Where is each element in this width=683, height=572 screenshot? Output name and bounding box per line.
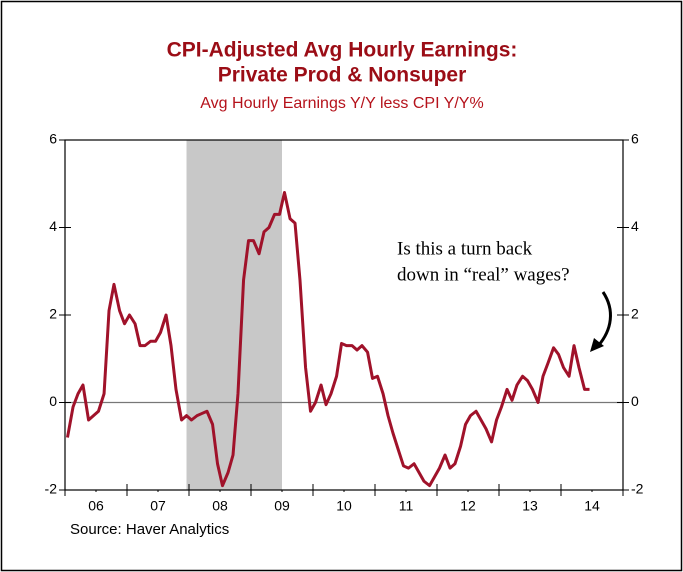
y2-tick-label: 0: [631, 393, 639, 409]
y-tick-label: 6: [49, 131, 57, 147]
x-tick-label: 10: [336, 498, 352, 514]
chart-title: CPI-Adjusted Avg Hourly Earnings:: [167, 39, 518, 62]
source: Source: Haver Analytics: [70, 521, 229, 538]
x-tick-label: 11: [399, 498, 414, 514]
chart-title: Private Prod & Nonsuper: [218, 64, 467, 87]
x-tick-label: 09: [274, 498, 290, 514]
annotation: down in “real” wages?: [397, 264, 570, 285]
x-tick-label: 14: [584, 498, 600, 514]
y2-tick-label: -2: [631, 481, 644, 497]
y-tick-label: 0: [49, 393, 57, 409]
y-tick-label: 4: [49, 218, 57, 234]
annotation-arrow: [596, 291, 612, 347]
x-tick-label: 12: [460, 498, 476, 514]
y2-tick-label: 6: [631, 131, 639, 147]
x-tick-label: 13: [522, 498, 538, 514]
y2-tick-label: 4: [631, 218, 639, 234]
y-tick-label: 2: [49, 306, 57, 322]
y2-tick-label: 2: [631, 306, 639, 322]
x-tick-label: 06: [88, 498, 104, 514]
x-tick-label: 08: [212, 498, 228, 514]
chart-subtitle: Avg Hourly Earnings Y/Y less CPI Y/Y%: [200, 95, 483, 112]
plot-area: -2 0 2 4 6 -2 0 2 4 6 06 07 08 09 10 11 12 13 14: [45, 131, 644, 514]
annotation: Is this a turn back: [397, 238, 533, 259]
data-line: [66, 191, 590, 488]
x-tick-label: 07: [150, 498, 166, 514]
annotation-arrowhead: [590, 338, 604, 352]
plot-border: [64, 139, 624, 491]
y-tick-label: -2: [45, 481, 58, 497]
